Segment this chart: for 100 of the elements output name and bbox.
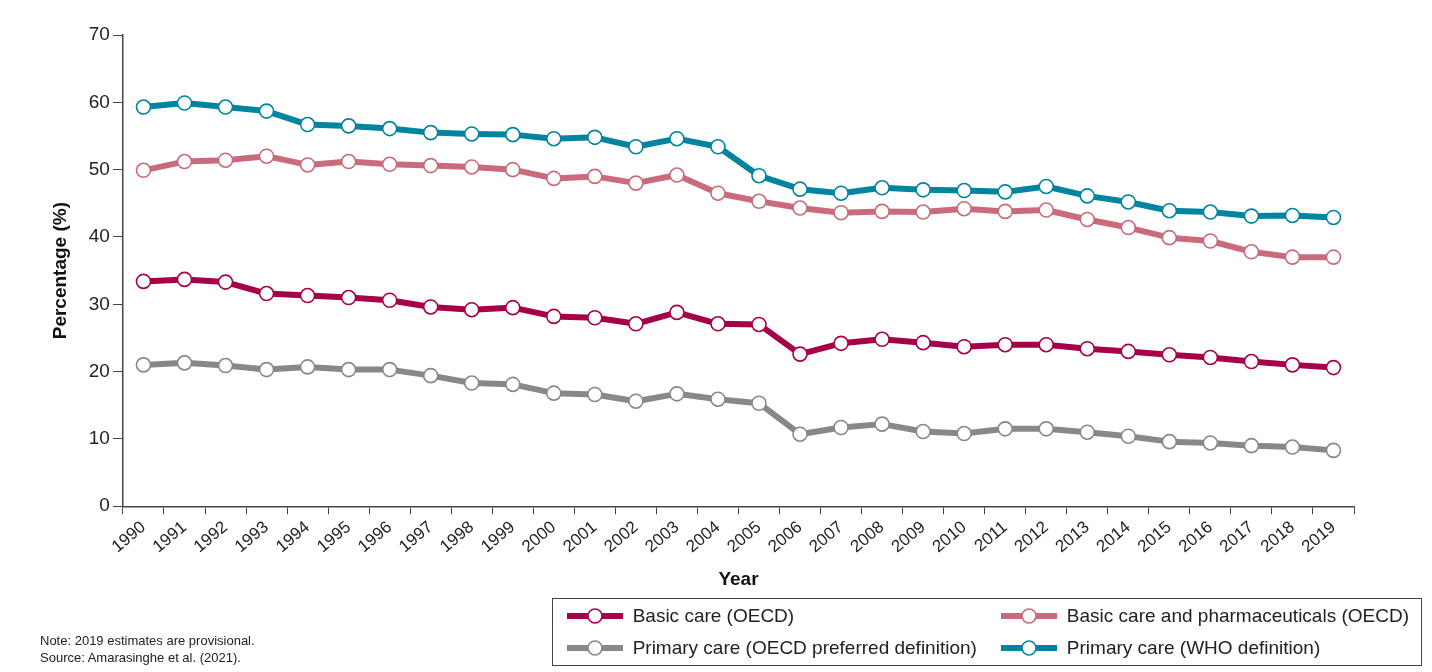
point	[1079, 211, 1096, 228]
y-tick-label: 40	[88, 225, 110, 247]
point	[546, 170, 562, 187]
point	[628, 393, 644, 410]
point	[915, 334, 931, 351]
point	[135, 357, 152, 373]
point	[1120, 428, 1137, 445]
point	[463, 375, 480, 391]
point	[710, 185, 726, 202]
point	[381, 292, 398, 309]
point	[874, 203, 890, 220]
point	[628, 175, 644, 191]
point	[751, 316, 767, 333]
y-tick-label: 60	[88, 90, 110, 112]
point	[587, 309, 603, 326]
y-tick-label: 30	[88, 292, 110, 314]
point	[422, 299, 439, 315]
point	[956, 425, 972, 442]
point	[1120, 343, 1137, 360]
point	[176, 271, 193, 288]
point	[340, 153, 357, 170]
point	[1284, 357, 1301, 373]
point	[792, 346, 808, 362]
point	[833, 185, 849, 202]
point	[422, 367, 439, 384]
point	[217, 152, 234, 169]
point	[1038, 202, 1055, 218]
point	[915, 204, 931, 220]
point	[956, 182, 972, 199]
point	[710, 391, 726, 408]
legend-label: Primary care (WHO definition)	[1066, 637, 1321, 659]
point	[258, 148, 275, 164]
point	[1243, 243, 1260, 260]
point	[504, 161, 521, 178]
point	[1161, 433, 1178, 450]
point	[258, 285, 275, 302]
point	[669, 304, 685, 321]
point	[135, 162, 152, 179]
point	[833, 419, 849, 436]
point	[1079, 340, 1096, 357]
point	[381, 361, 398, 378]
y-tick-label: 20	[88, 359, 110, 381]
point	[915, 182, 931, 198]
point	[915, 423, 931, 440]
point	[176, 355, 193, 371]
point	[1038, 421, 1055, 437]
point	[669, 386, 685, 402]
point	[546, 130, 562, 147]
point	[1038, 336, 1055, 353]
point	[217, 274, 234, 290]
point	[833, 204, 849, 221]
point	[135, 99, 152, 115]
point	[463, 159, 480, 175]
legend-label: Primary care (OECD preferred definition)	[632, 637, 977, 659]
point	[299, 359, 316, 375]
source-note: Source: Amarasinghe et al. (2021).	[40, 649, 242, 666]
point	[1202, 349, 1219, 366]
point	[463, 126, 480, 142]
y-tick-label: 0	[99, 494, 110, 516]
point	[792, 200, 808, 216]
point	[422, 124, 439, 141]
point	[751, 167, 767, 184]
x-axis-title: Year	[718, 567, 760, 589]
point	[751, 193, 767, 210]
point	[176, 153, 193, 170]
point	[669, 130, 685, 147]
point	[381, 156, 398, 173]
point	[1079, 188, 1096, 204]
point	[1079, 424, 1096, 441]
point	[258, 103, 275, 119]
point	[587, 386, 603, 403]
point	[997, 336, 1013, 353]
point	[874, 180, 890, 196]
y-tick-label: 10	[88, 427, 110, 449]
point	[1243, 353, 1260, 370]
point	[792, 426, 808, 443]
point	[1284, 439, 1301, 455]
point	[217, 99, 234, 115]
point	[997, 421, 1013, 437]
point	[1284, 249, 1301, 265]
point	[381, 120, 398, 137]
point	[874, 331, 890, 348]
point	[1325, 209, 1342, 226]
point	[299, 116, 316, 133]
point	[1161, 202, 1178, 219]
point	[1202, 233, 1219, 249]
point	[1325, 359, 1342, 376]
point	[587, 129, 603, 146]
point	[340, 289, 357, 306]
y-axis-title: Percentage (%)	[48, 201, 70, 340]
point	[217, 357, 234, 374]
point	[1243, 437, 1260, 454]
point	[1120, 194, 1137, 210]
point	[1325, 249, 1342, 265]
point	[1161, 346, 1178, 363]
point	[258, 361, 275, 378]
point	[546, 385, 562, 401]
point	[997, 203, 1013, 220]
point	[1202, 204, 1219, 220]
point	[956, 200, 972, 217]
